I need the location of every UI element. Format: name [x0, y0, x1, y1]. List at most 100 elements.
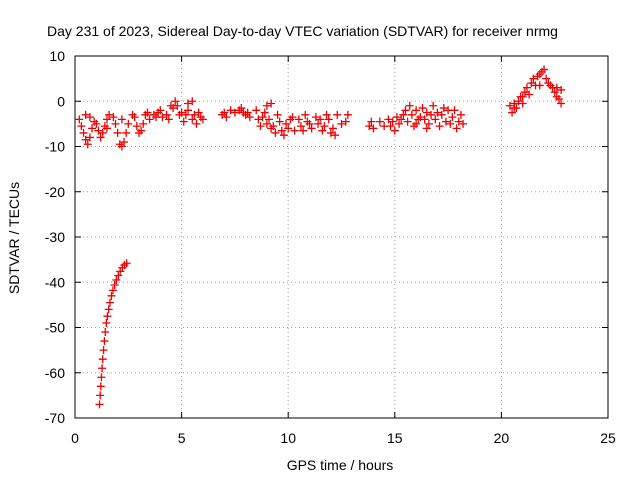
data-point [117, 142, 126, 151]
data-point [518, 99, 527, 108]
data-point [83, 140, 92, 149]
plot-frame [74, 55, 609, 419]
data-point [542, 74, 551, 83]
y-tick-label: -60 [45, 365, 65, 381]
data-point [104, 305, 113, 314]
data-point [105, 110, 114, 119]
data-point [122, 128, 131, 137]
data-point [277, 126, 286, 135]
data-points [75, 65, 566, 409]
data-point [508, 108, 517, 117]
data-point [98, 128, 107, 137]
data-point [316, 115, 325, 124]
data-point [108, 286, 117, 295]
data-point [395, 119, 404, 128]
data-point [220, 108, 229, 117]
data-point [188, 97, 197, 106]
data-point [441, 117, 450, 126]
data-point [81, 110, 90, 119]
data-point [102, 318, 111, 327]
data-point [333, 110, 342, 119]
x-tick-label: 5 [178, 430, 186, 446]
data-point [101, 328, 110, 337]
data-point [110, 280, 119, 289]
data-point [194, 108, 203, 117]
data-point [341, 117, 350, 126]
data-point [120, 137, 129, 146]
data-point [527, 79, 536, 88]
y-tick-labels: 10 0 -10 -20 -30 -40 -50 -60 -70 [45, 48, 65, 426]
x-tick-label: 10 [280, 430, 296, 446]
data-point [96, 391, 105, 400]
data-point [294, 115, 303, 124]
data-point [258, 113, 267, 122]
data-point [183, 99, 192, 108]
data-point [96, 382, 105, 391]
data-point [416, 113, 425, 122]
data-point [103, 312, 112, 321]
data-point [450, 106, 459, 115]
data-point [422, 108, 431, 117]
data-point [367, 117, 376, 126]
data-point [132, 122, 141, 131]
data-point [198, 115, 207, 124]
data-point [322, 110, 331, 119]
data-point [420, 115, 429, 124]
data-point [452, 124, 461, 133]
data-point [97, 373, 106, 382]
data-point [265, 115, 274, 124]
data-point [112, 275, 121, 284]
data-point [102, 115, 111, 124]
data-point [520, 88, 529, 97]
data-point [271, 128, 280, 137]
data-point [124, 119, 133, 128]
data-point [422, 124, 431, 133]
data-point [505, 101, 514, 110]
data-point [262, 119, 271, 128]
data-point [269, 122, 278, 131]
data-point [267, 99, 276, 108]
data-point [254, 115, 263, 124]
data-point [230, 108, 239, 117]
data-point [107, 291, 116, 300]
data-point [130, 113, 139, 122]
data-point [296, 122, 305, 131]
y-axis-label: SDTVAR / TECUs [6, 182, 22, 294]
data-point [88, 124, 97, 133]
data-point [439, 104, 448, 113]
data-point [252, 106, 261, 115]
data-point [245, 113, 254, 122]
data-point [399, 110, 408, 119]
data-point [111, 119, 120, 128]
data-point [98, 364, 107, 373]
data-point [279, 131, 288, 140]
data-point [137, 126, 146, 135]
data-point [158, 113, 167, 122]
data-point [424, 119, 433, 128]
data-point [365, 122, 374, 131]
data-point [552, 83, 561, 92]
data-point [392, 113, 401, 122]
data-point [407, 110, 416, 119]
data-point [262, 101, 271, 110]
data-point [518, 92, 527, 101]
data-point [446, 119, 455, 128]
data-point [328, 124, 337, 133]
data-point [326, 128, 335, 137]
data-point [139, 119, 148, 128]
data-point [403, 117, 412, 126]
data-point [77, 122, 86, 131]
data-point [243, 108, 252, 117]
data-point [260, 108, 269, 117]
y-tick-label: -30 [45, 229, 65, 245]
data-point [273, 110, 282, 119]
data-point [162, 110, 171, 119]
data-point [456, 110, 465, 119]
y-tick-label: -40 [45, 274, 65, 290]
data-point [301, 110, 310, 119]
data-point [337, 119, 346, 128]
data-point [237, 104, 246, 113]
data-point [557, 99, 566, 108]
data-point [397, 115, 406, 124]
